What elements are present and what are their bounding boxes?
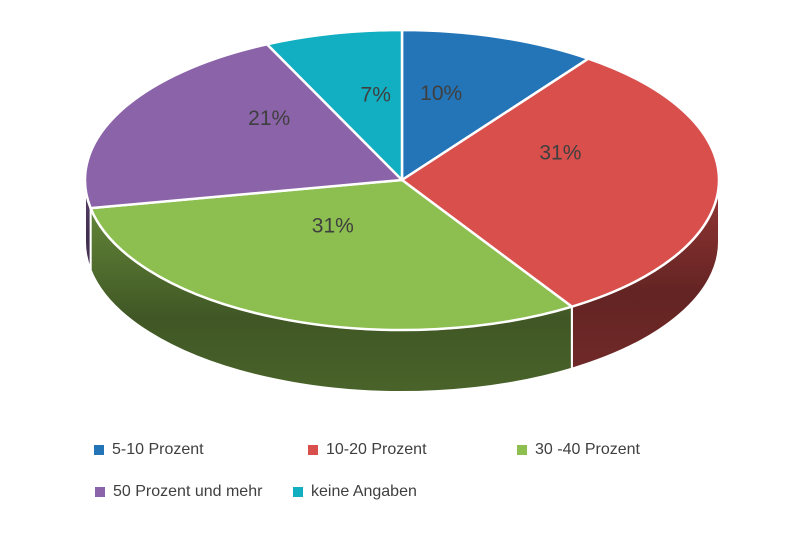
- slice-value-label: 31%: [312, 215, 354, 238]
- slice-value-label: 7%: [361, 83, 391, 106]
- pie-slice-5: [265, 28, 404, 182]
- pie-slice-1: [400, 28, 590, 182]
- pie-slice-4: [83, 43, 404, 210]
- pie-data-labels: 10% 31% 31% 21% 7%: [248, 82, 581, 238]
- slice-value-label: 31%: [539, 141, 581, 164]
- pie-slice-2: [400, 57, 721, 308]
- pie-top-faces: [83, 28, 721, 332]
- pie-slice-3: [89, 178, 574, 332]
- slice-value-label: 21%: [248, 107, 290, 130]
- slice-value-label: 10%: [420, 82, 462, 105]
